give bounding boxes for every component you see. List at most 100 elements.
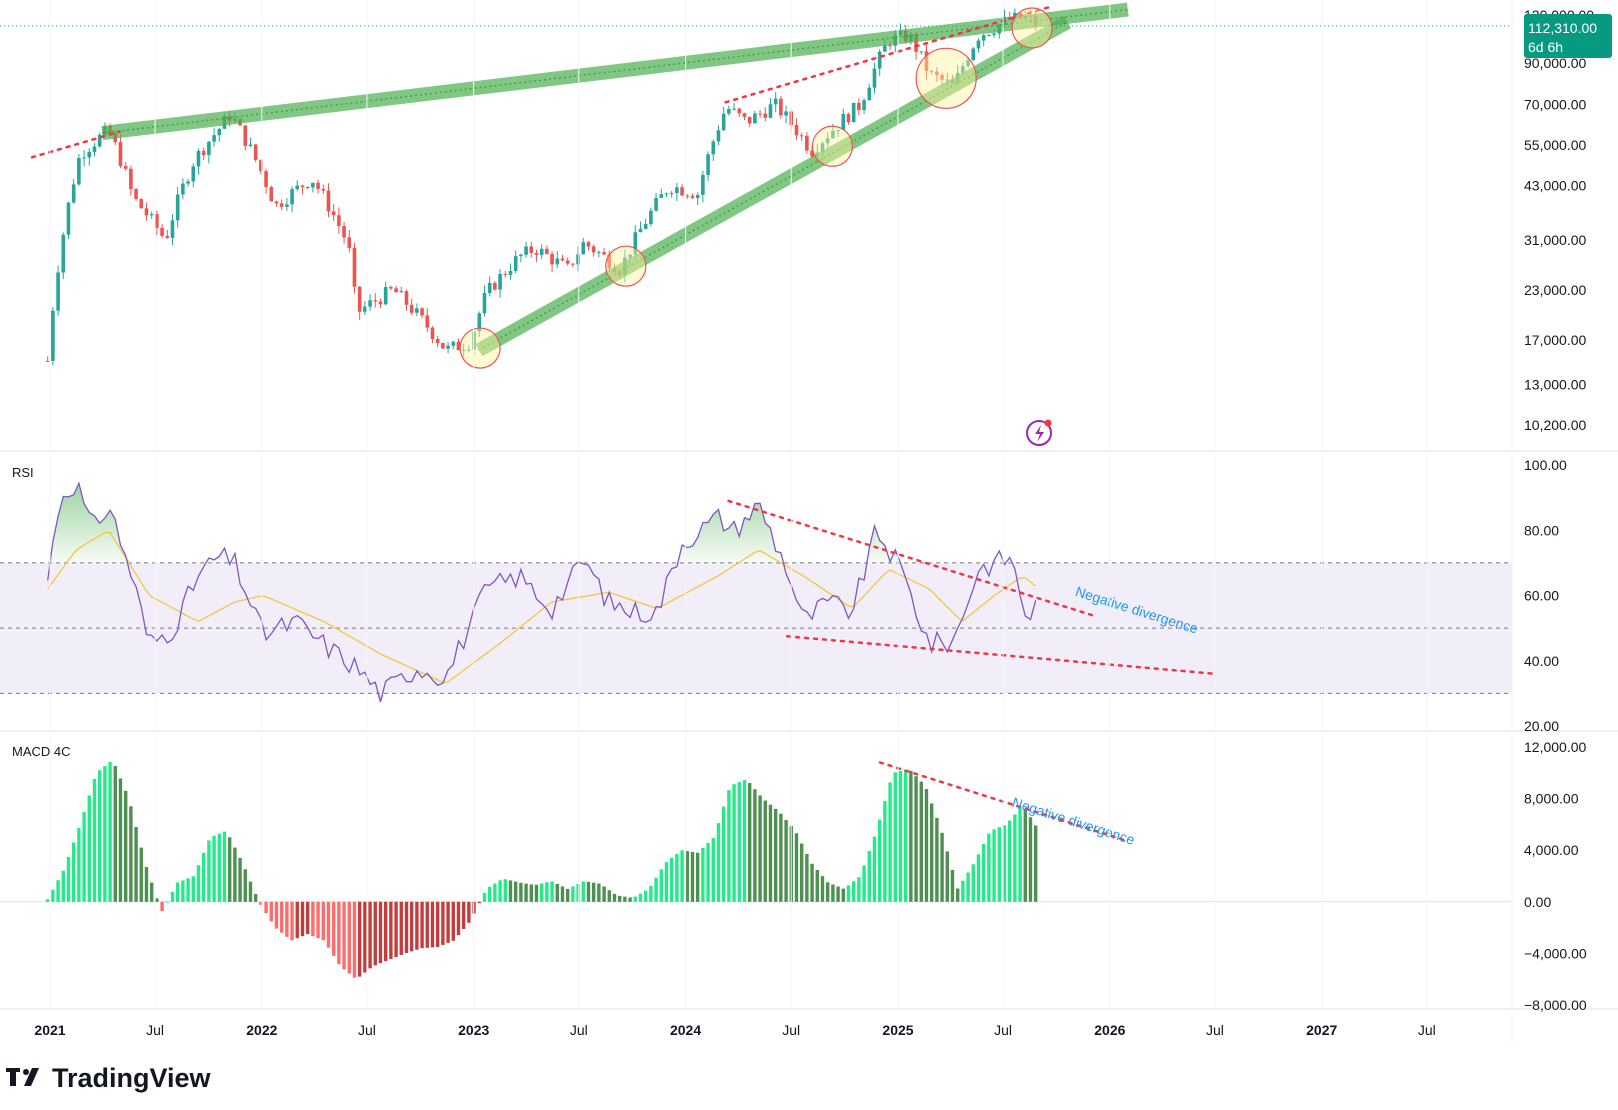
support-trendline-center bbox=[478, 21, 1068, 351]
price-candle bbox=[602, 252, 606, 255]
macd-bar bbox=[82, 812, 86, 902]
rsi-pane[interactable]: Negative divergence bbox=[0, 481, 1512, 703]
brand-logo[interactable]: TradingView bbox=[6, 1063, 212, 1093]
price-axis-label: 13,000.00 bbox=[1524, 377, 1586, 393]
price-candle bbox=[581, 242, 586, 255]
macd-pane[interactable]: Negative divergence bbox=[0, 761, 1512, 978]
macd-bar bbox=[742, 780, 747, 902]
macd-bar bbox=[118, 778, 123, 902]
price-candle bbox=[966, 60, 970, 67]
price-candle bbox=[914, 34, 918, 52]
macd-axis-label: −8,000.00 bbox=[1524, 997, 1587, 1013]
macd-bar bbox=[300, 901, 305, 937]
price-candle bbox=[56, 272, 60, 311]
macd-bar bbox=[950, 869, 955, 902]
macd-axis-label: 0.00 bbox=[1524, 894, 1551, 910]
macd-bar bbox=[493, 883, 497, 902]
time-axis-label: Jul bbox=[782, 1022, 800, 1038]
macd-bar bbox=[690, 851, 695, 902]
macd-bar bbox=[534, 884, 539, 902]
lightning-icon[interactable] bbox=[1026, 419, 1053, 446]
macd-bar bbox=[295, 901, 299, 939]
price-candle bbox=[337, 215, 341, 226]
rsi-ma-line[interactable] bbox=[47, 531, 1037, 683]
price-tag-countdown: 6d 6h bbox=[1528, 39, 1563, 55]
price-candle bbox=[685, 195, 690, 197]
macd-bar bbox=[940, 832, 944, 902]
macd-bar bbox=[186, 878, 190, 902]
macd-bar bbox=[508, 880, 513, 902]
touch-highlight-circle[interactable] bbox=[459, 327, 501, 369]
price-candle bbox=[919, 51, 924, 53]
macd-bar bbox=[435, 901, 440, 947]
macd-bar bbox=[123, 790, 128, 902]
price-candle bbox=[347, 237, 352, 248]
macd-bar bbox=[467, 901, 471, 923]
price-candle bbox=[820, 143, 825, 153]
macd-bar bbox=[212, 835, 216, 902]
touch-highlight-circle[interactable] bbox=[915, 47, 977, 109]
rsi-band-background bbox=[0, 562, 1512, 694]
macd-bar bbox=[1018, 808, 1022, 902]
price-candle bbox=[409, 304, 414, 313]
macd-bar bbox=[685, 851, 689, 902]
macd-bar bbox=[175, 882, 180, 902]
price-dotted-trendline[interactable] bbox=[724, 5, 1052, 104]
price-candle bbox=[295, 185, 300, 190]
price-candle bbox=[545, 248, 549, 254]
touch-highlight-circle[interactable] bbox=[1011, 7, 1053, 49]
macd-bar bbox=[524, 883, 528, 902]
price-candle bbox=[727, 109, 731, 114]
macd-bar bbox=[498, 880, 502, 902]
price-candle bbox=[394, 288, 398, 293]
time-axis-label: 2022 bbox=[246, 1022, 277, 1038]
macd-bar bbox=[513, 881, 518, 902]
macd-bar bbox=[227, 837, 232, 902]
price-candle bbox=[118, 142, 123, 167]
macd-bar bbox=[872, 836, 877, 902]
macd-bar bbox=[222, 831, 227, 902]
macd-bar bbox=[732, 784, 736, 902]
brand-name: TradingView bbox=[52, 1063, 212, 1093]
touch-highlight-circle[interactable] bbox=[811, 125, 854, 167]
macd-bar bbox=[753, 789, 757, 902]
price-candle bbox=[643, 223, 648, 229]
price-dotted-trendline[interactable] bbox=[30, 130, 121, 159]
price-candle bbox=[191, 166, 196, 182]
macd-bar bbox=[279, 901, 284, 933]
price-candle bbox=[144, 208, 149, 216]
macd-bar bbox=[149, 882, 154, 902]
lightning-icon-dot bbox=[1044, 419, 1052, 427]
macd-bar bbox=[487, 886, 492, 902]
macd-bar bbox=[196, 865, 201, 902]
price-pane[interactable] bbox=[0, 2, 1512, 446]
macd-bar bbox=[935, 817, 939, 902]
rsi-dotted-trendline[interactable] bbox=[727, 499, 1094, 617]
price-candle bbox=[529, 246, 534, 253]
macd-bar bbox=[555, 883, 559, 902]
price-candle bbox=[597, 252, 601, 254]
macd-bar bbox=[316, 901, 320, 939]
price-candle bbox=[441, 343, 445, 349]
rsi-dotted-trendline[interactable] bbox=[785, 635, 1217, 676]
macd-bar bbox=[924, 789, 929, 902]
price-candle bbox=[576, 254, 580, 265]
macd-bar bbox=[337, 901, 341, 965]
macd-bar bbox=[311, 901, 315, 937]
price-candle bbox=[316, 182, 320, 189]
macd-bar bbox=[945, 851, 949, 902]
price-candle bbox=[207, 141, 211, 156]
macd-bar bbox=[139, 847, 143, 902]
macd-dotted-trendline[interactable] bbox=[878, 761, 1130, 843]
macd-bar bbox=[77, 828, 81, 902]
price-candle bbox=[487, 282, 492, 293]
touch-highlight-circle[interactable] bbox=[605, 245, 647, 287]
price-candle bbox=[862, 100, 866, 110]
price-candle bbox=[773, 98, 778, 105]
price-candle bbox=[565, 260, 570, 264]
rsi-line[interactable] bbox=[47, 481, 1037, 703]
macd-bar bbox=[97, 770, 102, 902]
price-candle bbox=[201, 150, 206, 156]
